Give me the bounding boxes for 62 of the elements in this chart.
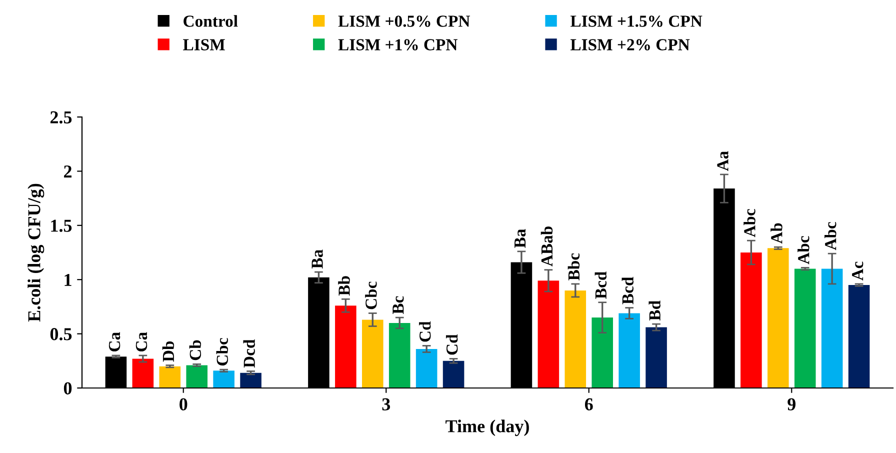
x-tick-label: 9 <box>788 398 796 410</box>
bar <box>821 268 843 388</box>
data-label: Bb <box>338 276 350 296</box>
bar <box>186 365 208 388</box>
data-label: Aa <box>717 151 728 172</box>
data-label: Cbc <box>365 282 377 310</box>
data-label: Cb <box>189 340 202 360</box>
x-tick-label: 0 <box>180 398 188 410</box>
bar <box>416 348 438 388</box>
data-label: Bc <box>392 296 404 314</box>
bar <box>740 252 762 388</box>
y-tick-label: 2 <box>64 166 72 178</box>
y-tick-label: 0 <box>64 382 72 394</box>
data-label: Abc <box>798 236 810 264</box>
data-label: Cd <box>446 334 458 355</box>
bar <box>159 366 181 388</box>
bar <box>213 370 234 388</box>
legend-label: LISM +1.5% CPN <box>570 16 702 27</box>
bar <box>335 306 356 388</box>
x-tick-label: 6 <box>584 398 593 410</box>
data-label: Ba <box>312 250 323 268</box>
bar <box>132 358 154 388</box>
x-axis-title: Time (day) <box>446 420 529 436</box>
bar <box>388 322 410 388</box>
data-label: Cd <box>419 321 431 342</box>
data-label: Dcd <box>243 339 255 368</box>
bar <box>618 313 640 388</box>
legend-label: LISM +2% CPN <box>570 39 690 50</box>
data-label: Db <box>162 341 174 362</box>
y-tick-label: 1.5 <box>51 220 72 232</box>
data-label: Abc <box>744 209 756 238</box>
data-label: Bcd <box>594 272 607 299</box>
bar <box>646 327 667 388</box>
bar <box>592 318 613 388</box>
y-tick-label: 2.5 <box>50 111 72 124</box>
bar <box>794 268 816 388</box>
data-label: Bbc <box>568 253 580 280</box>
bar <box>564 290 586 388</box>
data-label: Abc <box>824 222 836 250</box>
legend-label: LISM +0.5% CPN <box>338 16 470 27</box>
legend-label: LISM +1% CPN <box>338 39 458 50</box>
legend-label: LISM <box>183 39 225 50</box>
data-label: Bcd <box>622 276 634 304</box>
data-label: Ac <box>852 262 864 281</box>
x-tick-label: 3 <box>382 398 390 410</box>
bar <box>240 372 262 388</box>
data-label: Ba <box>514 228 526 248</box>
legend-label: Control <box>184 15 238 27</box>
y-tick-label: 0.5 <box>50 328 72 340</box>
data-label: Bd <box>648 300 660 321</box>
data-label: Ca <box>108 332 120 352</box>
data-label: Ca <box>136 332 148 352</box>
data-label: ABab <box>540 226 553 266</box>
bar <box>538 280 560 388</box>
bar <box>442 360 464 388</box>
y-tick-label: 1 <box>64 274 72 286</box>
bar <box>848 285 870 388</box>
data-label: Cbc <box>216 338 228 366</box>
bar <box>768 248 789 388</box>
data-label: Ab <box>770 223 782 244</box>
y-axis-title: E.coli (log CFU/g) <box>28 184 44 322</box>
bar <box>362 320 384 388</box>
